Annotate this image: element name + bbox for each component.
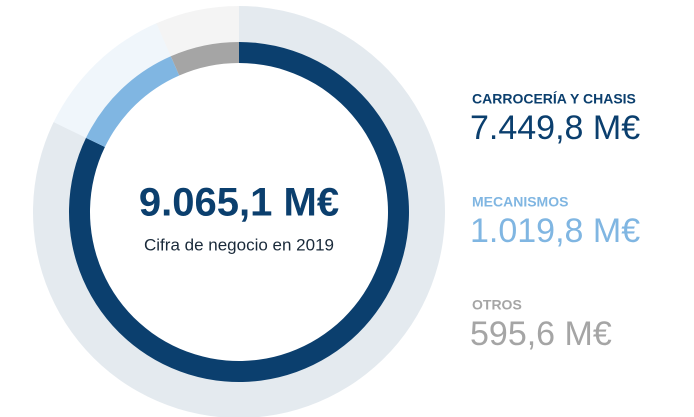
legend-name: OTROS: [472, 297, 522, 313]
slice: [86, 56, 180, 148]
legend-value: 1.019,8 M€: [470, 212, 640, 250]
legend-name: MECANISMOS: [472, 194, 568, 210]
total-value: 9.065,1 M€: [139, 181, 339, 225]
legend-value: 7.449,8 M€: [470, 109, 640, 147]
slice-halo: [53, 23, 172, 139]
slice: [170, 42, 239, 76]
slice-halo: [156, 6, 239, 58]
legend-value: 595,6 M€: [470, 315, 612, 353]
legend-name: CARROCERÍA Y CHASIS: [472, 91, 636, 107]
subtitle: Cifra de negocio en 2019: [144, 235, 334, 254]
